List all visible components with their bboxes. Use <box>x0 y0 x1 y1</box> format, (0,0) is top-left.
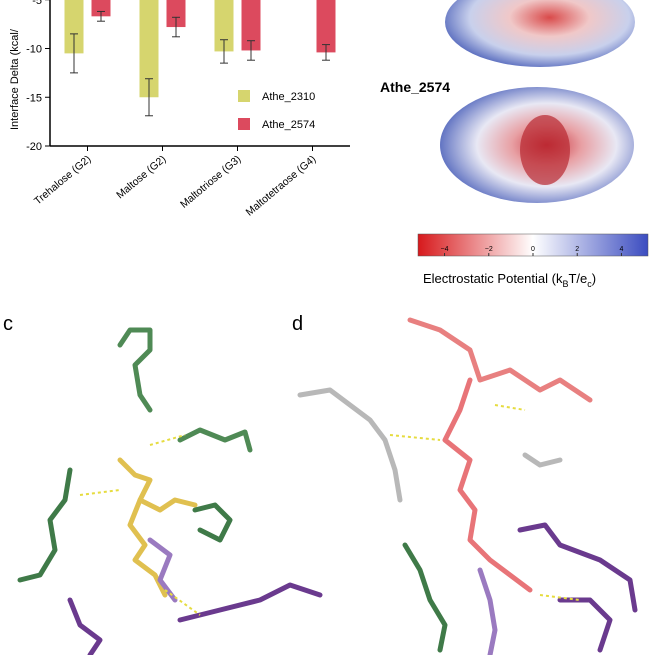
ligand <box>442 377 533 593</box>
error-bar <box>247 40 255 61</box>
x-tick-label: Trehalose (G2) <box>32 153 94 207</box>
colorbar-tick-label: −2 <box>485 246 493 253</box>
hbond <box>79 489 121 496</box>
residue <box>67 597 103 655</box>
error-bar <box>220 39 228 64</box>
colorbar-tick-label: 4 <box>620 246 624 253</box>
colorbar-title-part: c <box>587 279 592 289</box>
residue <box>117 327 153 413</box>
bar <box>91 0 111 17</box>
y-tick-label: -15 <box>26 92 42 104</box>
colorbar-tick-label: 2 <box>575 246 579 253</box>
residue <box>407 317 593 403</box>
residue <box>17 467 73 583</box>
legend-swatch <box>238 118 250 130</box>
protein-label: Athe_2574 <box>380 79 450 95</box>
colorbar: −4 −2 0 2 4 Electrostatic Potential (kBT/ec) <box>417 233 649 289</box>
molecule-c <box>17 327 323 655</box>
residue <box>522 452 563 468</box>
x-tick-label: Maltotetraose (G4) <box>244 153 319 218</box>
bar <box>139 0 159 98</box>
panel-label: d <box>292 313 303 335</box>
residue <box>402 542 448 653</box>
molecule-d <box>297 317 638 655</box>
y-tick-label: -20 <box>26 141 42 153</box>
residue <box>147 537 178 603</box>
colorbar-title-part: B <box>562 279 568 289</box>
bar <box>316 0 336 53</box>
hbond <box>539 594 581 601</box>
error-bar <box>70 33 78 74</box>
error-bar <box>172 16 180 38</box>
residue <box>192 502 233 543</box>
colorbar-title: Electrostatic Potential (kBT/ec) <box>423 271 596 289</box>
legend-swatch <box>238 90 250 102</box>
hbond <box>389 434 441 441</box>
residue <box>177 582 323 623</box>
legend-label: Athe_2574 <box>262 119 315 131</box>
error-bar <box>145 78 153 117</box>
bar <box>166 0 186 28</box>
error-bar <box>322 44 330 61</box>
residue <box>477 567 498 655</box>
colorbar-tick-label: −4 <box>441 246 449 253</box>
hbonds-c <box>79 434 201 616</box>
bar <box>64 0 84 54</box>
bar <box>214 0 234 52</box>
colorbar-tick-label: 0 <box>531 246 535 253</box>
legend-label: Athe_2310 <box>262 91 315 103</box>
residue <box>517 522 638 613</box>
bar-chart: -5 -10 -15 -20 Interface Delta (kcal/Trehalo… <box>9 0 350 219</box>
binding-cleft <box>520 115 570 185</box>
colorbar-title-part: Electrostatic Potential (k <box>423 271 563 286</box>
x-tick-label: Maltotriose (G3) <box>178 153 243 211</box>
y-tick-label: -5 <box>32 0 42 7</box>
residue <box>557 597 613 653</box>
x-tick-label: Maltose (G2) <box>114 153 168 201</box>
colorbar-title-part: ) <box>592 271 596 286</box>
colorbar-title-part: T/e <box>568 271 587 286</box>
hbond <box>494 404 526 411</box>
ligand <box>117 457 198 513</box>
residue <box>177 427 253 453</box>
hbond <box>164 589 201 616</box>
ligand <box>127 497 168 598</box>
y-tick-label: -10 <box>26 44 42 56</box>
hbonds-d <box>389 404 581 601</box>
residue <box>297 387 403 503</box>
hbond <box>149 434 186 446</box>
panel-label: c <box>3 313 13 335</box>
y-axis-label: Interface Delta (kcal/ <box>9 28 21 130</box>
bar <box>241 0 261 51</box>
error-bar <box>97 10 105 22</box>
protein-surface <box>445 0 635 67</box>
